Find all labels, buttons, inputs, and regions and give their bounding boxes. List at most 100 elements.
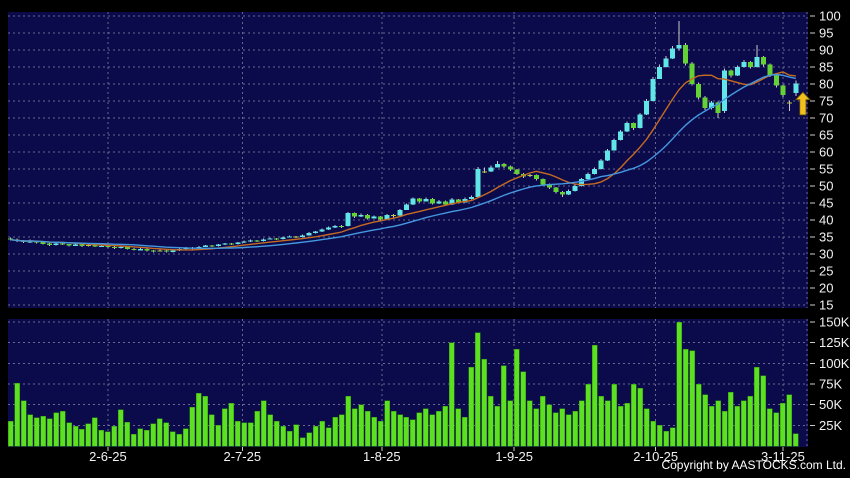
volume-bar — [540, 396, 546, 447]
candle-body — [553, 187, 559, 193]
volume-bar — [429, 414, 436, 447]
axis-label: 2-7-25 — [224, 449, 262, 464]
candle-body — [722, 70, 727, 112]
candle-body — [566, 191, 572, 195]
volume-bar — [111, 425, 118, 447]
candle-body — [222, 243, 228, 245]
volume-bar — [611, 383, 617, 447]
volume-bar — [20, 400, 27, 447]
volume-bar — [501, 365, 507, 447]
candle-body — [137, 248, 143, 251]
volume-bar — [150, 423, 157, 447]
volume-bar — [358, 404, 364, 447]
volume-bar — [747, 396, 754, 447]
volume-bar — [403, 416, 410, 447]
axis-label: 3-11-25 — [761, 449, 805, 464]
axis-label: 15 — [819, 298, 833, 313]
candle-body — [754, 56, 760, 67]
volume-bar — [741, 400, 747, 447]
volume-bar — [183, 428, 189, 447]
volume-bar — [793, 433, 799, 447]
volume-bar — [338, 414, 345, 447]
volume-bar — [364, 411, 371, 447]
candle-body — [592, 169, 598, 175]
candle-body — [118, 247, 124, 249]
candle-body — [696, 84, 702, 98]
candle-body — [391, 215, 397, 217]
volume-bar — [436, 411, 442, 447]
candle-body — [73, 244, 78, 246]
volume-bar — [449, 342, 455, 447]
candle-body — [514, 169, 520, 175]
volume-bar — [46, 418, 53, 447]
candle-body — [423, 198, 429, 202]
volume-bar — [260, 400, 267, 447]
volume-bar — [53, 412, 59, 447]
candle-body — [47, 243, 53, 245]
candle-body — [416, 198, 422, 202]
candle-body — [475, 169, 481, 197]
candle-body — [449, 199, 455, 205]
volume-bar — [351, 408, 358, 447]
candle-body — [235, 242, 241, 245]
volume-bar — [163, 422, 170, 447]
volume-bar — [455, 408, 462, 447]
volume-bar — [507, 400, 514, 447]
volume-bar — [397, 414, 403, 447]
volume-bar — [118, 409, 124, 447]
candle-body — [248, 240, 254, 242]
candle-body — [494, 163, 500, 168]
candle-body — [326, 227, 332, 230]
candle-body — [384, 214, 390, 220]
volume-bar — [241, 422, 247, 447]
axis-label: 50K — [819, 397, 842, 412]
candle-body — [631, 123, 637, 129]
volume-bar — [630, 383, 637, 447]
candle-body — [352, 213, 358, 217]
volume-bar — [585, 383, 591, 447]
up-arrow-icon — [794, 91, 812, 116]
axis-label: 80 — [819, 77, 833, 92]
axis-label: 30 — [819, 247, 833, 262]
volume-bar — [131, 434, 137, 447]
volume-bar — [85, 423, 92, 447]
axis-label: 100 — [819, 9, 841, 24]
candle-body — [663, 58, 669, 67]
volume-bar — [247, 422, 254, 447]
candle-body — [280, 237, 286, 240]
volume-bar — [553, 412, 559, 447]
candle-body — [53, 243, 59, 246]
volume-bar — [7, 420, 14, 447]
volume-bar — [423, 408, 429, 447]
volume-bar — [170, 431, 176, 447]
candle-body — [293, 236, 299, 238]
candle-body — [397, 209, 403, 216]
candle-body — [202, 245, 208, 247]
volume-bar — [27, 414, 33, 447]
axis-label: 35 — [819, 230, 833, 245]
candle-body — [786, 102, 792, 104]
volume-bar — [40, 415, 46, 447]
candle-body — [66, 244, 72, 246]
candle-body — [624, 123, 630, 132]
candle-body — [773, 75, 779, 86]
candle-body — [436, 201, 442, 204]
volume-bar — [228, 402, 235, 447]
volume-bar — [176, 434, 183, 447]
candle-body — [410, 198, 416, 205]
axis-label: 2-6-25 — [89, 449, 127, 464]
volume-bar — [514, 349, 520, 447]
candle-body — [287, 236, 293, 238]
candle-body — [637, 114, 643, 129]
candle-body — [650, 78, 656, 101]
candle-body — [60, 243, 66, 245]
volume-bar — [559, 408, 565, 447]
volume-bar — [442, 406, 449, 447]
volume-bar — [124, 421, 131, 447]
candle-body — [261, 239, 267, 242]
candle-body — [228, 243, 234, 245]
volume-bar — [319, 420, 325, 447]
candle-body — [540, 179, 546, 185]
